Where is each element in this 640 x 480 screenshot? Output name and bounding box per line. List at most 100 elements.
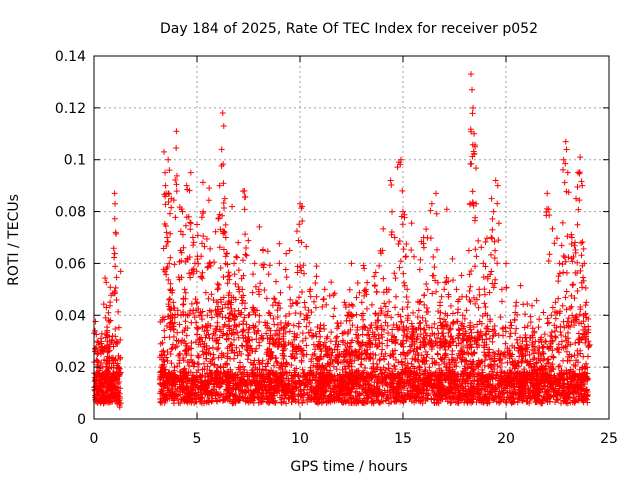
roti-point: [300, 270, 307, 277]
roti-point: [361, 265, 368, 272]
roti-point: [162, 182, 169, 189]
roti-point: [299, 337, 306, 344]
roti-point: [303, 342, 310, 349]
roti-point: [563, 288, 570, 295]
roti-point: [403, 241, 410, 248]
roti-point: [544, 320, 551, 327]
roti-point: [215, 285, 222, 292]
roti-point: [502, 385, 509, 392]
roti-point: [422, 330, 429, 337]
roti-point: [487, 316, 494, 323]
roti-point: [560, 318, 567, 325]
roti-point: [395, 311, 402, 318]
roti-point: [431, 264, 438, 271]
roti-point: [372, 269, 379, 276]
roti-point: [112, 200, 119, 207]
roti-point: [272, 355, 279, 362]
roti-point: [563, 348, 570, 355]
roti-point: [241, 314, 248, 321]
roti-point: [313, 263, 320, 270]
roti-point: [476, 342, 483, 349]
roti-point: [283, 274, 290, 281]
roti-point: [222, 301, 229, 308]
roti-point: [239, 328, 246, 335]
roti-point: [530, 364, 537, 371]
roti-point: [299, 400, 306, 407]
roti-point: [204, 264, 211, 271]
roti-point: [378, 370, 385, 377]
roti-point: [401, 279, 408, 286]
roti-point: [484, 275, 491, 282]
roti-point: [423, 281, 430, 288]
roti-point: [481, 357, 488, 364]
roti-point: [527, 319, 534, 326]
roti-point: [578, 320, 585, 327]
roti-point: [571, 352, 578, 359]
roti-point: [546, 367, 553, 374]
roti-point: [103, 374, 110, 381]
roti-point: [410, 309, 417, 316]
roti-point: [285, 339, 292, 346]
roti-point: [529, 302, 536, 309]
roti-point: [380, 225, 387, 232]
roti-point: [517, 282, 524, 289]
roti-point: [240, 257, 247, 264]
roti-point: [398, 319, 405, 326]
roti-point: [168, 360, 175, 367]
roti-point: [117, 354, 124, 361]
roti-point: [427, 340, 434, 347]
roti-point: [440, 333, 447, 340]
roti-point: [270, 295, 277, 302]
roti-point: [378, 331, 385, 338]
roti-point: [581, 381, 588, 388]
roti-point: [290, 322, 297, 329]
roti-point: [163, 229, 170, 236]
roti-point: [216, 397, 223, 404]
roti-point: [266, 262, 273, 269]
roti-point: [386, 298, 393, 305]
roti-point: [379, 340, 386, 347]
roti-point: [540, 343, 547, 350]
roti-point: [411, 253, 418, 260]
roti-point: [463, 307, 470, 314]
roti-point: [168, 204, 175, 211]
roti-point: [379, 346, 386, 353]
roti-point: [559, 219, 566, 226]
roti-point: [495, 347, 502, 354]
roti-point: [568, 303, 575, 310]
roti-point: [449, 339, 456, 346]
roti-point: [533, 297, 540, 304]
roti-point: [273, 358, 280, 365]
roti-point: [353, 311, 360, 318]
roti-point: [209, 344, 216, 351]
roti-point: [376, 339, 383, 346]
roti-point: [309, 377, 316, 384]
roti-point: [545, 319, 552, 326]
roti-point: [346, 344, 353, 351]
roti-point: [262, 319, 269, 326]
roti-point: [479, 366, 486, 373]
roti-point: [526, 400, 533, 407]
roti-point: [485, 328, 492, 335]
roti-point: [97, 335, 104, 342]
roti-point: [339, 366, 346, 373]
roti-point: [326, 292, 333, 299]
roti-point: [298, 267, 305, 274]
roti-point: [289, 353, 296, 360]
roti-point: [109, 357, 116, 364]
roti-point: [308, 333, 315, 340]
roti-point: [583, 360, 590, 367]
roti-point: [540, 357, 547, 364]
roti-point: [557, 329, 564, 335]
roti-point: [428, 324, 435, 331]
roti-point: [294, 331, 301, 338]
roti-point: [173, 172, 180, 179]
roti-point: [202, 334, 209, 341]
roti-point: [417, 256, 424, 263]
roti-point: [112, 326, 119, 333]
roti-point: [491, 327, 498, 334]
roti-point: [424, 351, 431, 358]
roti-point: [522, 311, 529, 318]
roti-point: [549, 361, 556, 368]
roti-point: [449, 351, 456, 358]
